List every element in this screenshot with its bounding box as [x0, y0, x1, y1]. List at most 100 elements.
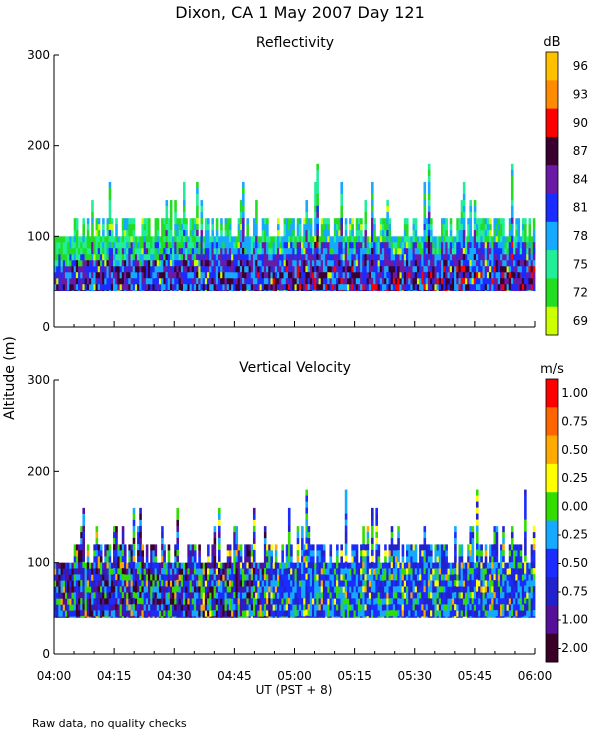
heatmap-cell	[419, 248, 422, 255]
heatmap-cell	[139, 615, 142, 618]
heatmap-cell	[364, 242, 368, 249]
heatmap-cell	[397, 236, 400, 243]
heatmap-cell	[375, 284, 378, 291]
heatmap-cell	[497, 278, 501, 285]
heatmap-cell	[381, 272, 385, 279]
heatmap-cell	[270, 610, 274, 617]
heatmap-cell	[475, 224, 479, 231]
heatmap-cell	[423, 259, 427, 267]
heatmap-cell	[123, 254, 127, 261]
heatmap-cell	[137, 236, 140, 243]
heatmap-cell	[403, 284, 407, 291]
heatmap-cell	[213, 586, 217, 593]
heatmap-cell	[379, 218, 383, 225]
heatmap-cell	[126, 236, 129, 243]
heatmap-cell	[257, 254, 260, 261]
heatmap-cell	[156, 616, 160, 618]
heatmap-cell	[340, 544, 343, 551]
heatmap-cell	[292, 616, 295, 618]
heatmap-cell	[333, 230, 337, 237]
heatmap-cell	[137, 272, 140, 279]
heatmap-cell	[163, 260, 166, 267]
heatmap-cell	[193, 254, 197, 261]
heatmap-cell	[255, 212, 258, 219]
heatmap-cell	[189, 616, 193, 618]
heatmap-cell	[121, 254, 125, 261]
heatmap-cell	[325, 278, 328, 285]
heatmap-cell	[62, 266, 66, 273]
heatmap-cell	[456, 218, 459, 225]
heatmap-cell	[161, 224, 164, 231]
heatmap-cell	[268, 272, 271, 279]
heatmap-cell	[362, 616, 365, 618]
heatmap-cell	[233, 586, 236, 593]
heatmap-cell	[489, 218, 492, 225]
heatmap-cell	[224, 580, 228, 587]
heatmap-cell	[414, 556, 418, 563]
heatmap-cell	[180, 242, 184, 249]
heatmap-cell	[167, 260, 171, 267]
heatmap-cell	[294, 592, 298, 599]
heatmap-cell	[414, 218, 418, 225]
heatmap-cell	[296, 284, 300, 291]
heatmap-cell	[301, 586, 304, 593]
heatmap-cell	[331, 610, 335, 617]
heatmap-cell	[397, 568, 400, 575]
heatmap-cell	[255, 284, 258, 291]
heatmap-cell	[311, 604, 315, 611]
heatmap-cell	[62, 236, 66, 243]
heatmap-cell	[222, 290, 225, 292]
heatmap-cell	[259, 260, 263, 267]
heatmap-cell	[287, 567, 291, 575]
heatmap-cell	[209, 586, 212, 593]
heatmap-cell	[268, 254, 271, 261]
heatmap-cell	[200, 580, 204, 587]
heatmap-cell	[290, 592, 293, 599]
heatmap-cell	[272, 586, 276, 593]
heatmap-cell	[301, 278, 304, 285]
heatmap-cell	[211, 272, 215, 279]
heatmap-cell	[342, 284, 346, 291]
heatmap-cell	[423, 253, 427, 261]
heatmap-cell	[371, 205, 374, 213]
heatmap-cell	[364, 562, 368, 569]
heatmap-cell	[360, 556, 363, 563]
heatmap-cell	[71, 562, 75, 569]
heatmap-cell	[58, 272, 61, 279]
heatmap-cell	[421, 586, 424, 593]
heatmap-cell	[161, 290, 164, 292]
heatmap-cell	[357, 272, 361, 279]
heatmap-cell	[141, 586, 145, 593]
heatmap-cell	[318, 242, 322, 249]
heatmap-cell	[84, 580, 88, 587]
heatmap-cell	[73, 586, 77, 593]
heatmap-cell	[338, 568, 341, 575]
heatmap-cell	[211, 616, 215, 618]
heatmap-cell	[217, 278, 221, 285]
heatmap-cell	[54, 290, 57, 292]
heatmap-cell	[102, 236, 105, 243]
heatmap-cell	[346, 260, 350, 267]
heatmap-cell	[60, 272, 64, 279]
heatmap-cell	[82, 549, 86, 557]
heatmap-cell	[502, 236, 505, 243]
heatmap-cell	[500, 284, 503, 291]
heatmap-cell	[462, 241, 466, 249]
heatmap-cell	[248, 550, 252, 557]
heatmap-cell	[169, 254, 173, 261]
heatmap-cell	[414, 586, 418, 593]
heatmap-cell	[163, 242, 166, 249]
heatmap-cell	[296, 260, 300, 267]
heatmap-cell	[141, 604, 145, 611]
heatmap-cell	[460, 200, 464, 207]
heatmap-cell	[119, 556, 123, 563]
heatmap-cell	[364, 218, 368, 225]
heatmap-cell	[60, 580, 64, 587]
heatmap-cell	[82, 519, 86, 527]
heatmap-cell	[233, 242, 236, 249]
heatmap-cell	[54, 236, 57, 243]
heatmap-cell	[281, 544, 284, 551]
heatmap-cell	[62, 586, 66, 593]
heatmap-cell	[329, 242, 333, 249]
heatmap-cell	[327, 284, 330, 291]
